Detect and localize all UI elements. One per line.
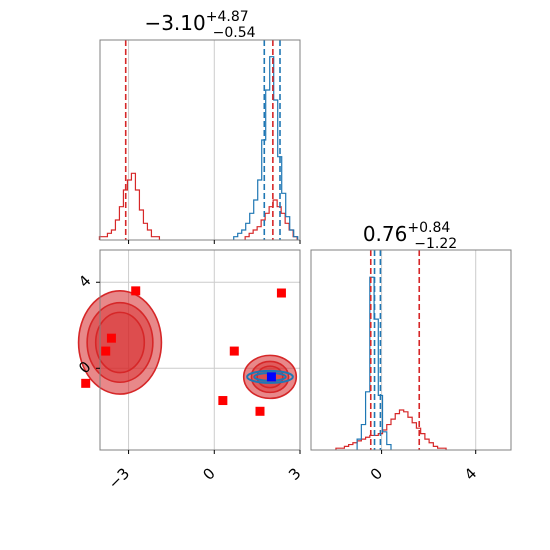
hist2-xtick-label-1: 4 — [461, 464, 480, 483]
joint-ytick-label-1: 4 — [75, 272, 94, 291]
truth-marker-5 — [218, 396, 228, 406]
hist2-frame — [310, 249, 512, 451]
param2-title-median: 0.76 — [363, 222, 408, 246]
joint-xtick-label-0: −3 — [105, 464, 133, 492]
param2-title-minus: −1.22 — [414, 236, 457, 252]
param1-title-plus: +4.87 — [206, 9, 249, 25]
joint-posterior-panel: −3 0 304 — [75, 249, 305, 493]
truth-marker-6 — [255, 406, 265, 416]
contour-0-level-2 — [94, 311, 146, 374]
param1-title-minus: −0.54 — [213, 25, 256, 41]
contour-0-level-1 — [86, 301, 154, 384]
joint-frame — [99, 249, 301, 451]
hist2-xtick-label-0: 0 — [367, 464, 386, 483]
truth-marker-7 — [276, 288, 286, 298]
contour-2-level-0 — [246, 369, 294, 384]
hist2-hist-series-0 — [335, 409, 447, 450]
hist1-hist-series-1 — [233, 56, 299, 240]
hist-param1-panel — [98, 39, 301, 244]
param1-title: −3.10+4.87 −0.54 — [144, 9, 255, 41]
truth-marker-3 — [81, 378, 91, 388]
param1-title-median: −3.10 — [144, 11, 205, 35]
truth-marker-1 — [101, 346, 111, 356]
param2-title-plus: +0.84 — [407, 220, 450, 236]
truth-marker-2 — [131, 286, 141, 296]
hist1-frame — [99, 39, 301, 241]
joint-xtick-label-1: 0 — [199, 464, 218, 483]
joint-xtick-label-2: 3 — [285, 464, 304, 483]
param2-title: 0.76+0.84 −1.22 — [363, 220, 457, 252]
truth-marker-4 — [229, 346, 239, 356]
hist1-hist-series-0 — [98, 172, 298, 240]
truth-marker-0 — [106, 333, 116, 343]
best-fit-marker — [266, 372, 276, 382]
